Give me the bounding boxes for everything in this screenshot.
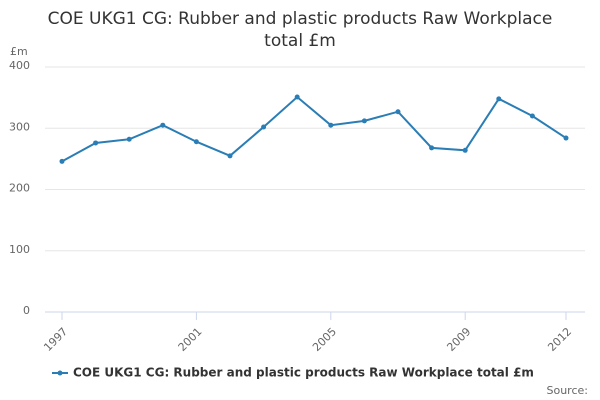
x-tick-label: 1997 bbox=[41, 325, 70, 354]
y-axis-label: £m bbox=[10, 45, 28, 58]
point bbox=[361, 118, 367, 124]
x-tick-label: 2012 bbox=[545, 325, 574, 354]
point bbox=[429, 145, 435, 151]
point bbox=[261, 124, 267, 130]
point bbox=[294, 94, 300, 100]
point bbox=[496, 96, 502, 102]
point bbox=[328, 122, 334, 128]
x-tick-label: 2001 bbox=[176, 325, 205, 354]
series-line bbox=[61, 95, 567, 163]
point bbox=[160, 122, 166, 128]
y-tick-label: 300 bbox=[9, 120, 30, 133]
point bbox=[193, 139, 199, 145]
y-tick-label: 0 bbox=[23, 304, 30, 317]
point bbox=[126, 136, 132, 142]
point bbox=[227, 153, 233, 159]
x-tick-label: 2009 bbox=[444, 325, 473, 354]
point bbox=[395, 109, 401, 115]
source: Source: bbox=[547, 384, 589, 397]
point bbox=[93, 140, 99, 146]
point bbox=[59, 158, 65, 164]
point bbox=[529, 113, 535, 119]
y-tick-label: 200 bbox=[9, 182, 30, 195]
chart-title: COE UKG1 CG: Rubber and plastic products… bbox=[47, 9, 553, 51]
y-tick-label: 400 bbox=[9, 59, 30, 72]
legend-label: COE UKG1 CG: Rubber and plastic products… bbox=[73, 366, 534, 380]
point bbox=[462, 147, 468, 153]
legend-marker bbox=[57, 370, 63, 376]
y-tick-label: 100 bbox=[9, 243, 30, 256]
point bbox=[563, 135, 569, 141]
x-tick-label: 2005 bbox=[310, 325, 339, 354]
